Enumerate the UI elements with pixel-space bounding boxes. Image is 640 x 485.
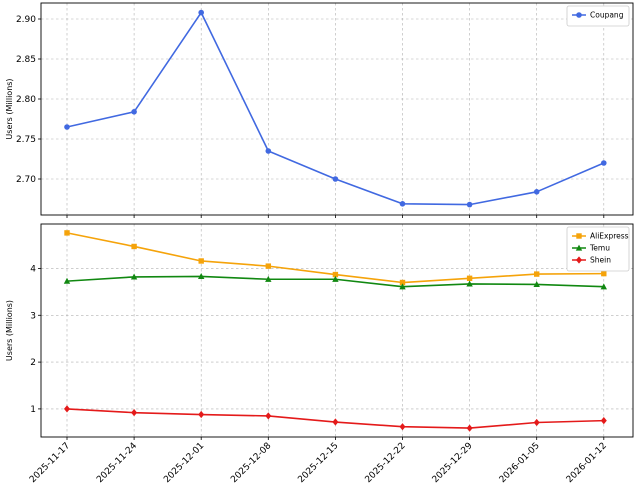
- legend-label-temu: Temu: [589, 244, 610, 253]
- x-tick-label: 2025-11-24: [95, 441, 139, 485]
- data-point-shein: [332, 418, 339, 426]
- data-point-aliexpress: [399, 279, 406, 286]
- x-axis-date-labels: 2025-11-17 2025-11-24 2025-12-01 2025-12-08…: [28, 441, 609, 485]
- data-point-temu: [466, 280, 473, 287]
- legend-marker-shein: [576, 256, 582, 264]
- y-tick-label: 1: [30, 405, 36, 415]
- plot-frame: [40, 223, 634, 438]
- coupang-chart-panel: 2.70 2.75 2.80 2.85 2.90 Users (Millions) Coup…: [5, 2, 634, 218]
- data-point-temu: [130, 273, 138, 280]
- data-point-coupang: [601, 160, 607, 166]
- x-tick-label: 2025-11-17: [28, 441, 72, 485]
- data-point-shein: [198, 410, 205, 419]
- data-point-shein: [64, 405, 70, 413]
- y-tick-label: 2.70: [16, 175, 36, 185]
- x-tick-label: 2026-01-05: [498, 441, 542, 485]
- competitors-chart-panel: 1 2 3 4 Users (Millions) AliExpress Temu Shein: [5, 223, 634, 440]
- plot-frame: [40, 2, 634, 216]
- legend-label-coupang: Coupang: [590, 11, 624, 20]
- x-tick-label: 2025-12-22: [364, 441, 408, 485]
- data-point-shein: [466, 424, 473, 432]
- x-tick-label: 2026-01-12: [565, 441, 609, 485]
- data-point-coupang: [198, 9, 204, 16]
- y-tick-label: 2: [30, 358, 36, 368]
- data-point-aliexpress: [466, 275, 473, 282]
- legend-marker-temu: [575, 244, 583, 251]
- x-tick-label: 2025-12-15: [296, 441, 340, 485]
- x-tick-label: 2025-12-01: [162, 441, 206, 485]
- data-point-coupang: [399, 201, 406, 207]
- data-point-temu: [600, 283, 607, 290]
- data-point-coupang: [466, 201, 473, 208]
- legend: AliExpress Temu Shein: [566, 226, 630, 272]
- data-point-temu: [63, 277, 71, 284]
- data-point-shein: [533, 418, 540, 427]
- data-point-temu: [265, 275, 272, 282]
- y-tick-label: 4: [30, 264, 36, 274]
- data-point-aliexpress: [332, 271, 339, 278]
- legend-label-shein: Shein: [590, 256, 611, 265]
- data-point-shein: [265, 412, 272, 420]
- data-point-aliexpress: [265, 263, 271, 269]
- x-tick-label: 2025-12-08: [229, 441, 273, 485]
- data-point-aliexpress: [64, 230, 70, 236]
- legend-marker-aliexpress: [576, 233, 582, 239]
- data-point-temu: [198, 273, 205, 280]
- data-point-coupang: [64, 124, 70, 130]
- series-coupang: [64, 9, 607, 208]
- series-aliexpress: [64, 230, 607, 286]
- data-point-temu: [332, 275, 339, 282]
- legend-label-aliexpress: AliExpress: [590, 232, 629, 241]
- legend: Coupang: [566, 5, 630, 27]
- y-tick-label: 2.90: [16, 15, 36, 25]
- data-point-coupang: [131, 109, 137, 115]
- y-tick-label: 2.85: [16, 55, 36, 65]
- data-point-temu: [399, 283, 406, 290]
- data-point-shein: [399, 423, 406, 431]
- legend-marker-coupang: [576, 12, 582, 18]
- data-point-aliexpress: [198, 258, 204, 264]
- data-point-aliexpress: [534, 271, 540, 277]
- x-tick-label: 2025-12-29: [431, 441, 475, 485]
- y-tick-label: 2.75: [16, 135, 36, 145]
- series-temu: [63, 273, 607, 290]
- y-axis-label: Users (Millions): [5, 300, 14, 361]
- data-point-shein: [131, 409, 138, 417]
- data-point-temu: [533, 280, 540, 287]
- legend-box: [566, 5, 630, 27]
- series-shein: [64, 405, 607, 432]
- data-point-coupang: [332, 176, 339, 182]
- data-point-aliexpress: [601, 270, 607, 277]
- data-point-coupang: [533, 189, 540, 195]
- data-point-aliexpress: [131, 243, 137, 250]
- y-axis-label: Users (Millions): [5, 78, 14, 139]
- y-tick-label: 3: [30, 311, 36, 321]
- data-point-shein: [600, 417, 607, 425]
- y-tick-label: 2.80: [16, 95, 36, 105]
- data-point-coupang: [265, 148, 272, 154]
